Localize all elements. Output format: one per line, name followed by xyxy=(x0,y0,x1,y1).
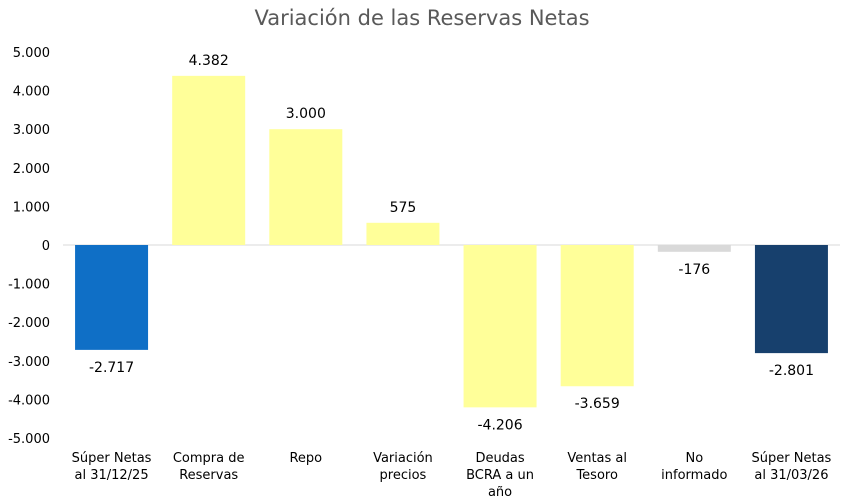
data-label: 4.382 xyxy=(189,53,229,69)
y-tick-label: 0 xyxy=(42,239,50,254)
data-label: -4.206 xyxy=(477,417,522,433)
bar xyxy=(754,245,828,354)
category-label-line: Súper Netas xyxy=(752,451,832,466)
y-tick-label: 1.000 xyxy=(13,200,50,215)
category-label-line: Repo xyxy=(289,451,322,466)
category-label: Súper Netas al 31/12/25 xyxy=(72,451,152,483)
category-label-line: Tesoro xyxy=(575,468,618,483)
category-label: No informado xyxy=(661,451,727,483)
bar xyxy=(560,245,634,387)
bar xyxy=(269,129,343,245)
bar xyxy=(75,245,149,350)
category-label: Deudas BCRA a un año xyxy=(466,451,534,500)
y-tick-label: -3.000 xyxy=(8,355,50,370)
chart-title: Variación de las Reservas Netas xyxy=(254,6,590,30)
bars xyxy=(75,75,828,408)
data-label: 575 xyxy=(390,200,417,216)
y-tick-label: 2.000 xyxy=(13,162,50,177)
data-label: -176 xyxy=(678,262,710,278)
category-labels: Súper Netas al 31/12/25 Compra de Reservas R… xyxy=(72,451,832,500)
y-tick-label: -1.000 xyxy=(8,278,50,293)
y-tick-label: 3.000 xyxy=(13,123,50,138)
category-label-line: No xyxy=(685,451,703,466)
category-label-line: BCRA a un xyxy=(466,468,534,483)
category-label-line: Deudas xyxy=(475,451,524,466)
category-label: Compra de Reservas xyxy=(173,451,245,483)
y-tick-label: -4.000 xyxy=(8,393,50,408)
category-label-line: Súper Netas xyxy=(72,451,152,466)
data-labels: -2.717 4.382 3.000 575 -4.206 -3.659 -176 -2.80… xyxy=(89,53,814,433)
category-label-line: año xyxy=(488,485,512,500)
bar xyxy=(463,245,537,408)
y-tick-label: 4.000 xyxy=(13,85,50,100)
y-tick-label: -2.000 xyxy=(8,316,50,331)
category-label-line: Ventas al xyxy=(567,451,627,466)
data-label: -3.659 xyxy=(575,396,620,412)
data-label: -2.801 xyxy=(769,363,814,379)
category-label-line: Variación xyxy=(373,451,433,466)
category-label: Repo xyxy=(289,451,322,466)
y-tick-label: 5.000 xyxy=(13,46,50,61)
category-label-line: precios xyxy=(380,468,427,483)
y-tick-label: -5.000 xyxy=(8,432,50,447)
bar xyxy=(366,222,440,245)
category-label: Variación precios xyxy=(373,451,433,483)
bar xyxy=(172,75,246,245)
category-label-line: al 31/12/25 xyxy=(75,468,149,483)
category-label-line: Compra de xyxy=(173,451,245,466)
data-label: 3.000 xyxy=(286,106,326,122)
category-label-line: Reservas xyxy=(179,468,238,483)
category-label: Ventas al Tesoro xyxy=(567,451,627,483)
data-label: -2.717 xyxy=(89,360,134,376)
y-axis-ticks: 5.000 4.000 3.000 2.000 1.000 0 -1.000 -2.000 -3… xyxy=(8,46,50,447)
bar xyxy=(657,245,731,252)
category-label: Súper Netas al 31/03/26 xyxy=(752,451,832,483)
category-label-line: informado xyxy=(661,468,727,483)
category-label-line: al 31/03/26 xyxy=(754,468,828,483)
